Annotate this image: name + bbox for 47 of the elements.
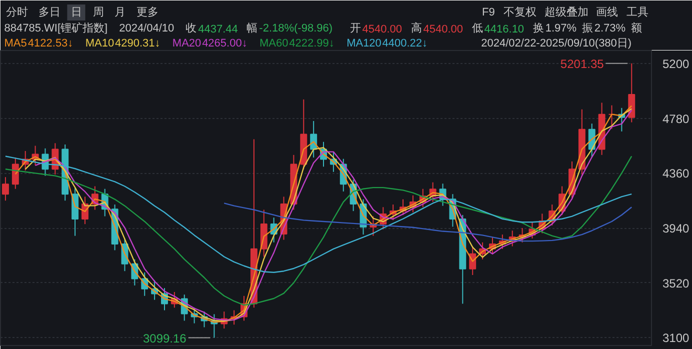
text: 收 [186,22,197,34]
text: 4222.99↓ [289,38,334,50]
text: 工具 [626,6,649,18]
text: 分时 [6,6,28,18]
text: 4437.44 [198,24,238,36]
text: MA120 [346,38,382,50]
text: 4122.53↓ [28,38,74,50]
text: 2024/04/10 [119,22,174,34]
text: 更多 [136,6,158,18]
text: 4540.00 [423,24,464,36]
text: 多日 [38,6,61,18]
text: 周 [92,6,104,18]
text: 4290.31↓ [114,38,160,50]
y-tick-label: 3940 [662,222,690,236]
text: 额 [630,22,642,34]
text: 幅 [246,22,258,34]
text: MA60 [259,38,288,50]
y-tick-label: 3520 [662,276,690,290]
text: 换 [532,22,544,34]
text: 振 [582,22,593,34]
text: 4540.00 [362,24,402,36]
text: 日 [70,6,82,18]
text: MA5 [4,38,27,50]
text: 月 [114,6,126,18]
annotation: 3099.16 [142,331,187,346]
text: 画线 [596,6,618,18]
y-tick-label: 3100 [662,331,690,346]
text: MA20 [172,38,202,50]
y-tick-label: 4780 [662,112,690,126]
text: 4416.10 [484,24,524,36]
text: 4265.00↓ [202,38,248,50]
text: 超级叠加 [544,6,588,18]
y-tick-label: 4360 [662,166,690,181]
y-tick-label: 5200 [662,57,690,72]
text: 884785.WI[锂矿指数] [4,22,108,34]
text: 2.73% [594,22,626,34]
text: F9 [482,6,495,18]
text: 低 [472,22,483,34]
text: 2024/02/22-2025/09/10(380日) [481,38,632,50]
text: 不复权 [503,6,536,18]
text: 高 [410,22,422,34]
text: 开 [350,22,361,34]
text: MA10 [85,38,114,50]
text: 4400.22↓ [382,38,428,50]
text: -2.18%(-98.96) [259,22,333,34]
annotation: 5201.35 [560,56,604,71]
text: 1.97% [545,22,577,34]
